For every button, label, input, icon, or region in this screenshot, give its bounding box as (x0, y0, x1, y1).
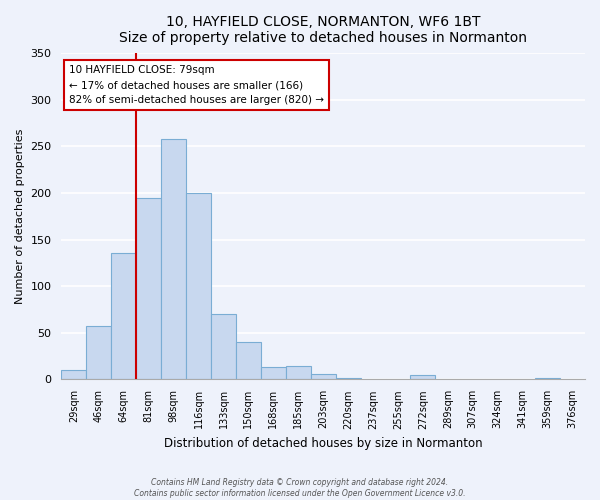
Bar (61, 370, 86, 380)
Bar (286, 366, 311, 380)
Bar (211, 314, 236, 380)
Text: 10 HAYFIELD CLOSE: 79sqm
← 17% of detached houses are smaller (166)
82% of semi-: 10 HAYFIELD CLOSE: 79sqm ← 17% of detach… (69, 66, 324, 105)
Bar (535, 378, 560, 380)
Bar (136, 198, 161, 380)
Text: Contains HM Land Registry data © Crown copyright and database right 2024.
Contai: Contains HM Land Registry data © Crown c… (134, 478, 466, 498)
Y-axis label: Number of detached properties: Number of detached properties (15, 128, 25, 304)
Bar (186, 193, 211, 380)
Bar (335, 378, 361, 380)
Bar (111, 252, 136, 380)
Bar (261, 368, 286, 380)
Title: 10, HAYFIELD CLOSE, NORMANTON, WF6 1BT
Size of property relative to detached hou: 10, HAYFIELD CLOSE, NORMANTON, WF6 1BT S… (119, 15, 527, 45)
Bar (236, 342, 261, 380)
Bar (311, 374, 335, 380)
Bar (410, 375, 436, 380)
X-axis label: Distribution of detached houses by size in Normanton: Distribution of detached houses by size … (164, 437, 482, 450)
Bar (161, 139, 186, 380)
Bar (86, 326, 111, 380)
